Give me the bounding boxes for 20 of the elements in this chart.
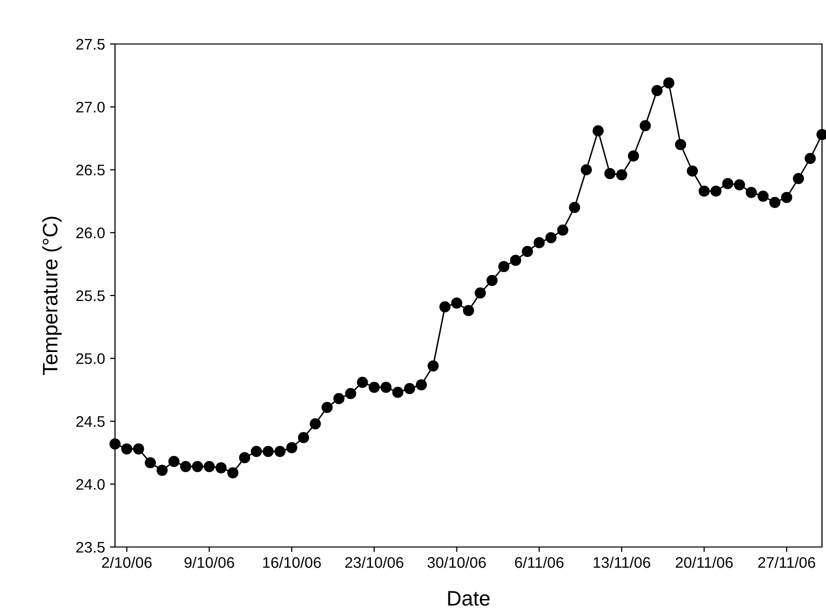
y-tick-label: 23.5 [76,542,105,553]
y-tick-label: 27.5 [76,38,105,50]
y-tick-label: 27.0 [76,102,105,113]
x-tick-label: 23/10/06 [345,556,404,568]
x-tick-label: 27/11/06 [758,556,816,568]
y-tick-label: 26.5 [76,164,105,176]
x-tick-label: 6/11/06 [515,556,564,568]
x-tick-label: 9/10/06 [184,556,234,568]
x-tick-label: 16/10/06 [263,556,321,568]
x-tick-label: 20/11/06 [676,556,733,568]
y-tick-label: 25.5 [76,290,105,302]
y-tick-label: 24.5 [76,416,105,427]
y-tick-label: 25.0 [76,353,105,364]
x-tick-label: 13/11/06 [594,556,650,568]
x-tick-label: 2/10/06 [102,556,152,568]
y-axis-title: Temperature (°C) [42,216,62,376]
x-axis-title: Date [448,591,490,606]
x-tick-label: 30/10/06 [428,556,486,568]
y-tick-label: 26.0 [76,227,105,238]
y-tick-label: 24.0 [76,478,105,490]
